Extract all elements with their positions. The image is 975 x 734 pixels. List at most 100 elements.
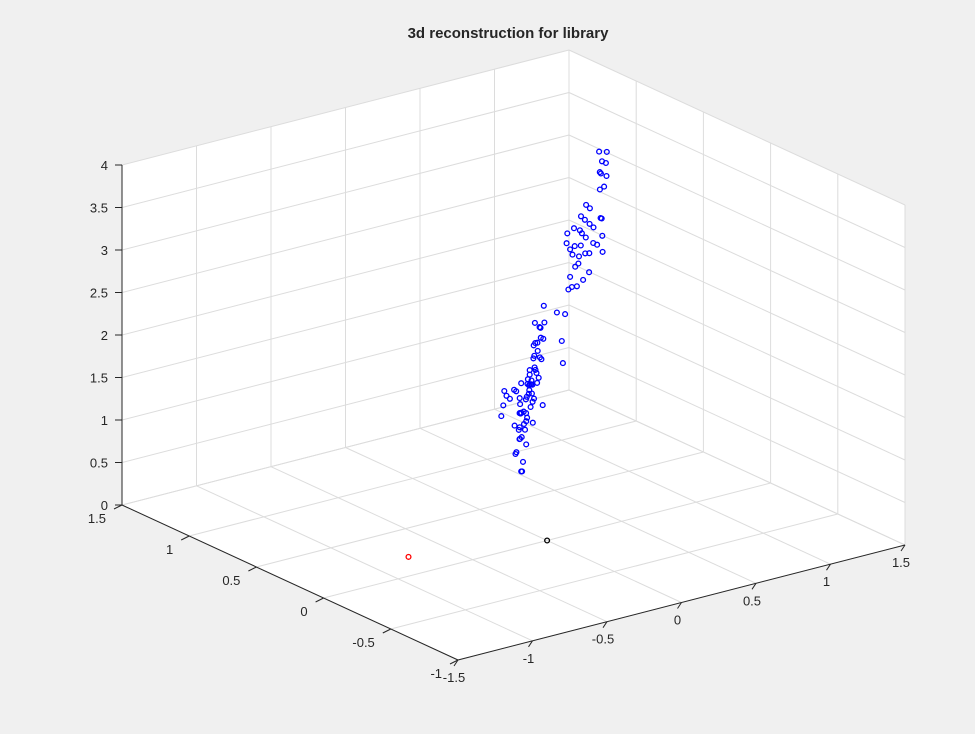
x-tick-mark xyxy=(602,621,608,628)
grid-line-x-floor xyxy=(494,408,831,565)
scatter-point xyxy=(535,374,542,381)
z-tick-label: 1 xyxy=(101,413,108,428)
scatter-point xyxy=(541,319,548,326)
y-tick-mark xyxy=(382,628,392,634)
scatter-point xyxy=(569,251,576,258)
grid-line-x-floor xyxy=(270,466,608,623)
x-tick-mark xyxy=(826,563,831,571)
scatter-point xyxy=(577,213,585,220)
scatter-point xyxy=(534,347,541,354)
scatter-point xyxy=(596,186,603,193)
scatter-point xyxy=(594,241,601,248)
grid-line-y-floor xyxy=(256,451,704,568)
tick-labels: -1.5-1-0.500.511.5-1-0.500.511.500.511.5… xyxy=(88,158,910,685)
scatter-point xyxy=(517,401,524,408)
scatter-point xyxy=(523,418,530,425)
scatter-point xyxy=(603,172,610,180)
scatter-point xyxy=(540,302,547,309)
x-tick-mark xyxy=(453,659,459,667)
scatter-point xyxy=(530,342,537,349)
scatter-point xyxy=(519,468,526,475)
grid-line-x-floor xyxy=(196,485,533,642)
grid-line-z-right xyxy=(568,177,906,333)
grid-line-x-floor xyxy=(419,427,757,584)
scatter-point xyxy=(513,388,520,395)
x-tick-label: 1 xyxy=(823,574,830,589)
scatter-point xyxy=(586,205,593,212)
scatter-point xyxy=(516,424,523,431)
grid-line-z-back xyxy=(121,92,570,208)
x-tick-label: 0 xyxy=(674,613,681,628)
scatter-point xyxy=(553,309,560,316)
scatter-point xyxy=(540,335,547,342)
z-tick-label: 3 xyxy=(101,243,108,258)
scatter-point xyxy=(563,240,570,247)
grid-line-y-floor xyxy=(390,513,838,630)
scatter-point xyxy=(518,380,525,387)
grid-line-z-right xyxy=(568,262,906,418)
y-tick-mark xyxy=(180,535,190,541)
scatter-point xyxy=(520,408,527,415)
x-tick-label: -0.5 xyxy=(592,632,614,647)
scatter-point xyxy=(586,269,593,276)
scatter-point xyxy=(405,553,412,560)
scatter-point xyxy=(598,215,605,222)
scatter-point xyxy=(534,379,541,386)
y-tick-mark xyxy=(113,504,123,510)
scatter-point xyxy=(573,283,580,290)
grid-line-z-right xyxy=(568,347,906,503)
scatter-point xyxy=(518,434,525,441)
x-tick-label: -1 xyxy=(523,651,535,666)
scatter-point xyxy=(503,392,510,399)
scatter-point xyxy=(530,395,538,402)
grid-line-z-right xyxy=(568,49,906,206)
scatter-point xyxy=(586,220,593,227)
y-tick-label: 0 xyxy=(300,604,307,619)
x-tick-mark xyxy=(677,602,682,609)
grid-line-z-back xyxy=(121,347,570,463)
scatter-point xyxy=(582,234,589,241)
grid-line-z-back xyxy=(121,49,570,166)
grid-line-z-back xyxy=(121,134,570,251)
y-axis-line xyxy=(121,504,459,661)
y-tick-mark xyxy=(315,597,324,603)
scatter-point xyxy=(527,403,534,411)
scatter-point xyxy=(590,224,597,231)
scatter-point xyxy=(516,395,523,402)
grid-line-z-right xyxy=(568,219,906,376)
scatter-point xyxy=(524,414,531,421)
x-tick-label: 0.5 xyxy=(743,593,761,608)
grid-line-z-right xyxy=(568,134,906,291)
x-tick-mark xyxy=(528,640,533,648)
scatter-point xyxy=(602,159,609,167)
scatter-point xyxy=(524,380,531,388)
x-tick-mark xyxy=(751,583,757,590)
z-tick-label: 2 xyxy=(101,328,108,343)
y-tick-label: 1 xyxy=(166,542,173,557)
scatter-point xyxy=(583,201,590,208)
scatter-point xyxy=(526,387,533,394)
scatter-point xyxy=(529,398,536,405)
x-tick-label: -1.5 xyxy=(443,670,465,685)
grid-line-z-back xyxy=(121,177,570,293)
y-tick-mark xyxy=(248,566,257,572)
y-tick-mark xyxy=(449,659,459,665)
scatter-point xyxy=(599,248,606,255)
scatter-point xyxy=(599,232,606,239)
x-tick-label: 1.5 xyxy=(892,555,910,570)
scatter-point xyxy=(519,458,527,465)
scatter-point xyxy=(559,360,566,367)
data-points xyxy=(405,148,610,560)
grid-line-y-floor xyxy=(189,420,637,537)
scatter-point xyxy=(564,230,571,237)
grid-line-z-back xyxy=(121,219,570,336)
scatter-point xyxy=(603,148,610,155)
scatter-point xyxy=(581,216,588,223)
scatter-point xyxy=(521,426,529,433)
scatter-point xyxy=(562,311,569,318)
scatter-point xyxy=(533,369,540,377)
scatter-point xyxy=(531,352,538,359)
grid-line-z-back xyxy=(121,304,570,421)
scatter-point xyxy=(567,246,574,253)
scatter-point xyxy=(511,422,518,429)
